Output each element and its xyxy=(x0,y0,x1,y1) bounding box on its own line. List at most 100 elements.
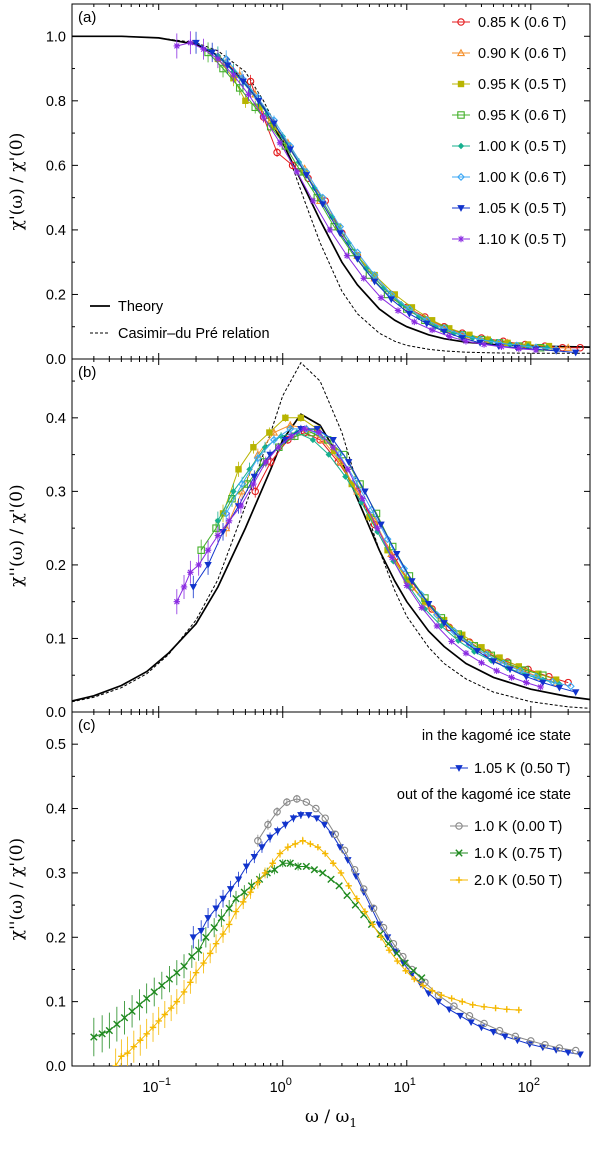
legend-marker xyxy=(455,822,463,830)
data-point xyxy=(394,307,402,314)
data-point xyxy=(424,990,433,998)
data-point xyxy=(473,648,481,655)
data-point xyxy=(555,1044,564,1052)
data-point xyxy=(428,605,436,613)
data-point xyxy=(208,49,216,57)
data-point xyxy=(310,865,319,874)
data-point xyxy=(187,39,194,46)
data-point xyxy=(571,349,580,357)
data-point xyxy=(320,821,329,829)
data-point xyxy=(504,339,511,347)
data-point xyxy=(137,1037,144,1044)
x-tick-label: 101 xyxy=(394,1076,416,1096)
legend-label: Casimir–du Pré relation xyxy=(118,326,270,342)
data-point xyxy=(508,674,515,681)
legend-label: 2.0 K (0.50 T) xyxy=(474,873,562,889)
data-point xyxy=(356,480,364,488)
legend-marker xyxy=(455,765,463,772)
legend: in the kagomé ice state out of the kagomé… xyxy=(397,728,571,889)
data-point xyxy=(374,524,381,532)
data-point xyxy=(556,680,563,688)
data-point xyxy=(548,677,557,686)
y-tick-label: 1.0 xyxy=(46,29,66,45)
data-point xyxy=(294,862,302,871)
data-point xyxy=(260,113,267,121)
series-line xyxy=(257,798,576,1052)
data-point xyxy=(210,923,218,932)
y-tick-label: 0.4 xyxy=(46,802,66,818)
data-point xyxy=(336,222,345,231)
data-point xyxy=(362,265,370,272)
data-point xyxy=(242,863,251,871)
data-point xyxy=(235,466,242,473)
legend-marker xyxy=(457,80,465,88)
data-point xyxy=(484,336,492,343)
data-point xyxy=(408,578,416,585)
y-tick-label: 0.2 xyxy=(46,287,66,303)
data-point xyxy=(469,1001,476,1009)
data-point xyxy=(282,414,289,422)
data-point xyxy=(250,444,257,451)
data-point xyxy=(480,1003,488,1010)
data-point xyxy=(458,335,466,342)
data-point xyxy=(313,815,321,823)
data-point xyxy=(374,528,381,536)
data-point xyxy=(240,898,247,906)
series-line xyxy=(200,431,543,676)
y-axis-label: χ''(ω) / χ'(0) xyxy=(7,838,27,940)
data-point xyxy=(400,564,408,573)
data-point xyxy=(254,97,263,105)
y-tick-label: 0.0 xyxy=(46,352,66,368)
data-point xyxy=(297,414,305,422)
data-point xyxy=(128,1007,136,1015)
data-point xyxy=(432,610,441,619)
data-point xyxy=(214,517,222,524)
data-point xyxy=(336,230,344,237)
data-point xyxy=(301,425,308,433)
data-point xyxy=(329,444,337,451)
data-point xyxy=(438,622,445,630)
data-point xyxy=(197,546,205,554)
data-point xyxy=(212,940,220,947)
data-point xyxy=(495,1026,504,1035)
data-point xyxy=(419,982,427,989)
data-point xyxy=(339,450,348,459)
legend-label: 1.00 K (0.5 T) xyxy=(478,139,566,155)
data-point xyxy=(313,426,322,433)
data-point xyxy=(527,1037,535,1045)
data-point xyxy=(149,1024,157,1031)
legend-marker xyxy=(457,111,465,119)
data-point xyxy=(264,820,272,829)
data-point xyxy=(273,808,281,816)
data-point xyxy=(219,930,227,938)
legend-marker xyxy=(457,173,465,181)
legend-marker xyxy=(455,876,463,884)
data-point xyxy=(515,345,522,352)
data-point xyxy=(225,921,233,928)
panel-2: 0.0 0.1 0.2 0.3 0.4 χ''(ω) / χ'(0) (b) xyxy=(7,358,591,721)
legend-label: 0.95 K (0.6 T) xyxy=(478,108,566,124)
data-point xyxy=(161,1011,169,1018)
data-point xyxy=(150,988,158,996)
data-point xyxy=(200,45,207,53)
data-point xyxy=(238,480,247,488)
data-point xyxy=(456,635,464,643)
data-point xyxy=(318,201,327,208)
data-point xyxy=(180,962,188,970)
data-point xyxy=(448,995,455,1002)
legend-label: 1.10 K (0.5 T) xyxy=(478,232,566,248)
data-point xyxy=(234,876,243,884)
data-point xyxy=(323,436,332,444)
y-tick-label: 0.8 xyxy=(46,94,66,110)
data-point xyxy=(478,644,485,651)
legend-marker xyxy=(457,18,465,26)
data-point xyxy=(335,882,343,890)
legend-label: 0.90 K (0.6 T) xyxy=(478,46,566,62)
data-point xyxy=(537,683,544,691)
data-point xyxy=(197,927,205,935)
data-point xyxy=(377,934,385,941)
series-line xyxy=(225,424,557,684)
x-tick-label: 100 xyxy=(270,1076,292,1096)
data-point xyxy=(276,139,284,146)
data-point xyxy=(394,957,401,965)
